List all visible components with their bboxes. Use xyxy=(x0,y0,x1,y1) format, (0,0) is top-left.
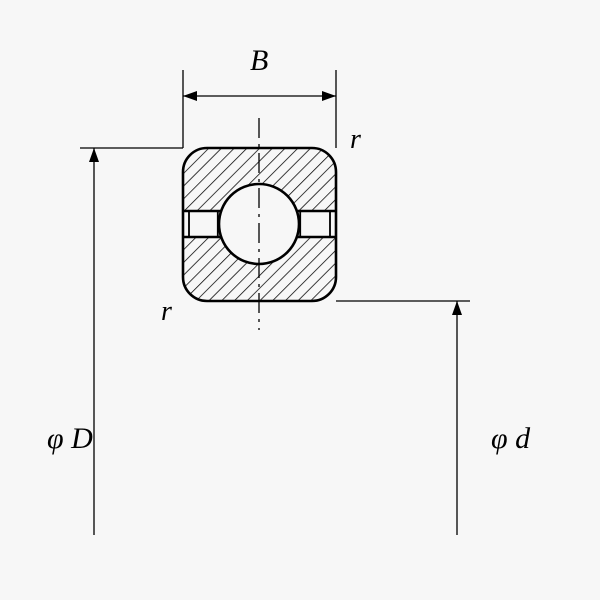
label-B: B xyxy=(250,46,268,76)
diagram-svg xyxy=(0,0,600,600)
label-r-bottom: r xyxy=(161,298,172,326)
diagram-canvas: B r r φ D φ d xyxy=(0,0,600,600)
label-r-top: r xyxy=(350,126,361,154)
label-phi-D: φ D xyxy=(47,424,93,454)
label-phi-d: φ d xyxy=(491,424,530,454)
